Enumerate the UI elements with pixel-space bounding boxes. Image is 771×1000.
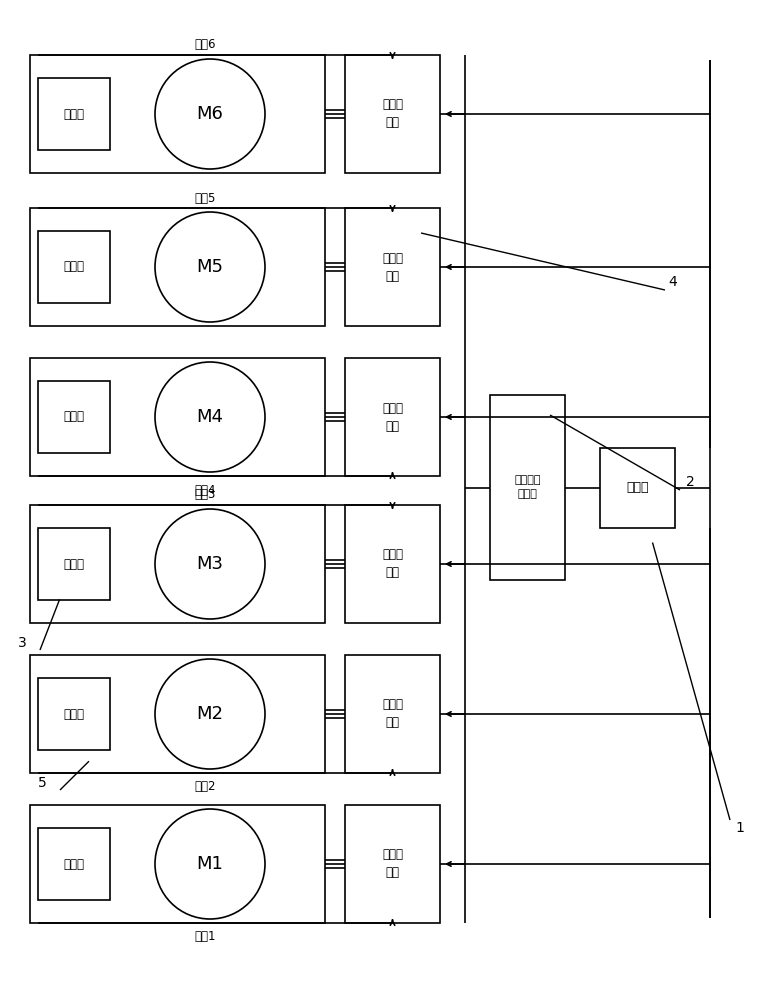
Bar [38, 78, 110, 150]
Text: M3: M3 [197, 555, 224, 573]
Text: 陪试变
流器: 陪试变 流器 [382, 401, 403, 432]
Text: 信号5: 信号5 [194, 192, 216, 205]
Circle shape [155, 659, 265, 769]
Bar [38, 381, 110, 453]
Text: 陪试变
流器: 陪试变 流器 [382, 99, 403, 129]
Bar [30, 358, 325, 476]
Text: 传感器: 传感器 [63, 260, 85, 273]
Text: 传感器: 传感器 [63, 107, 85, 120]
Text: 4: 4 [668, 275, 678, 289]
Bar [345, 55, 440, 173]
Text: 传感器: 传感器 [63, 708, 85, 720]
Text: 1: 1 [736, 821, 745, 835]
Text: 传感器: 传感器 [63, 558, 85, 570]
Text: 3: 3 [18, 636, 26, 650]
Text: 信号6: 信号6 [194, 38, 216, 51]
Text: 陪试变
流器: 陪试变 流器 [382, 548, 403, 580]
Bar [345, 505, 440, 623]
Circle shape [155, 362, 265, 472]
Text: 信号1: 信号1 [194, 930, 216, 944]
Text: 2: 2 [685, 475, 695, 489]
Text: 传感器: 传感器 [63, 410, 85, 424]
Text: 传感器: 传感器 [63, 857, 85, 870]
Circle shape [155, 59, 265, 169]
Bar [38, 678, 110, 750]
Text: 陪试变
流器: 陪试变 流器 [382, 251, 403, 282]
Bar [345, 208, 440, 326]
Text: M6: M6 [197, 105, 224, 123]
Text: 上位机: 上位机 [626, 481, 648, 494]
Circle shape [155, 509, 265, 619]
Text: 信号4: 信号4 [194, 484, 216, 496]
Bar [38, 231, 110, 303]
Text: 5: 5 [38, 776, 46, 790]
Text: M1: M1 [197, 855, 224, 873]
Bar [345, 655, 440, 773]
Bar [30, 208, 325, 326]
Bar [490, 395, 565, 580]
Circle shape [155, 212, 265, 322]
Bar [38, 528, 110, 600]
Bar [38, 828, 110, 900]
Text: M5: M5 [197, 258, 224, 276]
Text: M4: M4 [197, 408, 224, 426]
Text: 陪试变
流器: 陪试变 流器 [382, 848, 403, 880]
Bar [345, 358, 440, 476]
Text: 陪试变
流器: 陪试变 流器 [382, 698, 403, 730]
Circle shape [155, 809, 265, 919]
Bar [30, 655, 325, 773]
Text: 信号2: 信号2 [194, 780, 216, 794]
Bar [30, 55, 325, 173]
Bar [30, 805, 325, 923]
Bar [345, 805, 440, 923]
Text: 信号3: 信号3 [194, 488, 216, 502]
Bar [30, 505, 325, 623]
Text: M2: M2 [197, 705, 224, 723]
Text: 信号采集
控制器: 信号采集 控制器 [514, 476, 540, 499]
Bar [600, 448, 675, 528]
